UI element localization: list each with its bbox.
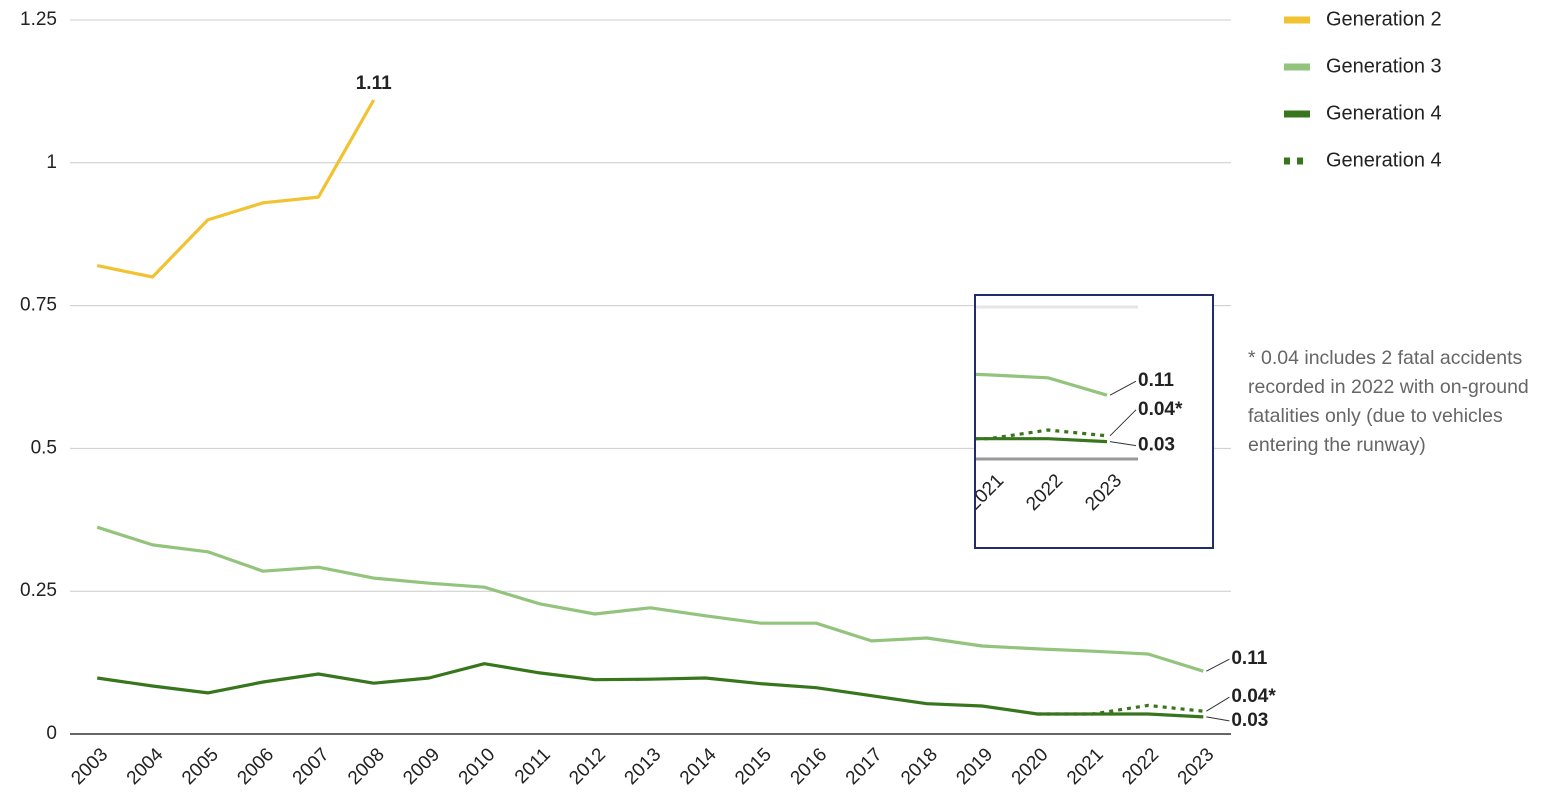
legend-label: Generation 2	[1326, 8, 1442, 30]
x-tick-label: 2004	[123, 744, 168, 789]
legend-label: Generation 3	[1326, 55, 1442, 77]
series-line	[1037, 703, 1204, 716]
data-label: 0.04*	[1231, 686, 1276, 707]
data-label: 0.11	[1231, 648, 1267, 669]
inset-line	[976, 437, 1108, 444]
x-tick-label: 2008	[344, 744, 389, 789]
inset-label: 0.11	[1138, 370, 1174, 391]
x-tick-label: 2015	[731, 744, 776, 789]
x-tick-label: 2010	[455, 744, 500, 789]
x-tick-label: 2016	[787, 744, 832, 789]
y-tick-label: 0.75	[20, 295, 57, 316]
series-line	[96, 662, 1204, 719]
inset-label: 0.03	[1138, 435, 1175, 456]
inset-label: 0.04*	[1138, 399, 1183, 420]
x-tick-label: 2014	[676, 744, 721, 789]
series-line	[96, 525, 1204, 673]
inset-line	[976, 372, 1108, 397]
y-tick-label: 0	[46, 723, 57, 744]
y-tick-label: 0.5	[31, 437, 57, 458]
legend-label: Generation 4	[1326, 102, 1442, 124]
data-label: 0.03	[1231, 710, 1268, 731]
leader-line	[1206, 658, 1230, 672]
x-tick-label: 2011	[511, 744, 555, 788]
y-tick-label: 1.25	[20, 9, 57, 30]
x-tick-label: 2018	[897, 744, 942, 789]
x-tick-label: 2019	[952, 744, 997, 789]
x-tick-label: 2007	[289, 744, 334, 789]
x-tick-label: 2009	[399, 744, 444, 789]
x-tick-label: 2022	[1118, 744, 1163, 789]
leader-line	[1206, 696, 1230, 712]
data-label: 1.11	[356, 73, 392, 94]
x-tick-label: 2006	[233, 744, 278, 789]
x-tick-label: 2020	[1008, 744, 1053, 789]
x-tick-label: 2003	[67, 744, 112, 789]
inset-frame	[974, 294, 1214, 549]
x-tick-label: 2023	[1174, 744, 1219, 789]
x-tick-label: 2021	[1063, 744, 1108, 789]
series-line	[96, 99, 376, 279]
inset-leader	[1109, 409, 1137, 437]
leader-line	[1206, 716, 1230, 722]
inset-leader	[1109, 441, 1137, 447]
y-tick-label: 1	[46, 152, 57, 173]
inset-leader	[1109, 380, 1137, 396]
x-tick-label: 2005	[178, 744, 223, 789]
x-tick-label: 2012	[565, 744, 610, 789]
annotation: * 0.04 includes 2 fatal accidents record…	[1248, 347, 1529, 456]
y-tick-label: 0.25	[20, 580, 57, 601]
legend-label: Generation 4	[1326, 149, 1442, 171]
x-tick-label: 2013	[621, 744, 666, 789]
x-tick-label: 2017	[842, 744, 887, 789]
